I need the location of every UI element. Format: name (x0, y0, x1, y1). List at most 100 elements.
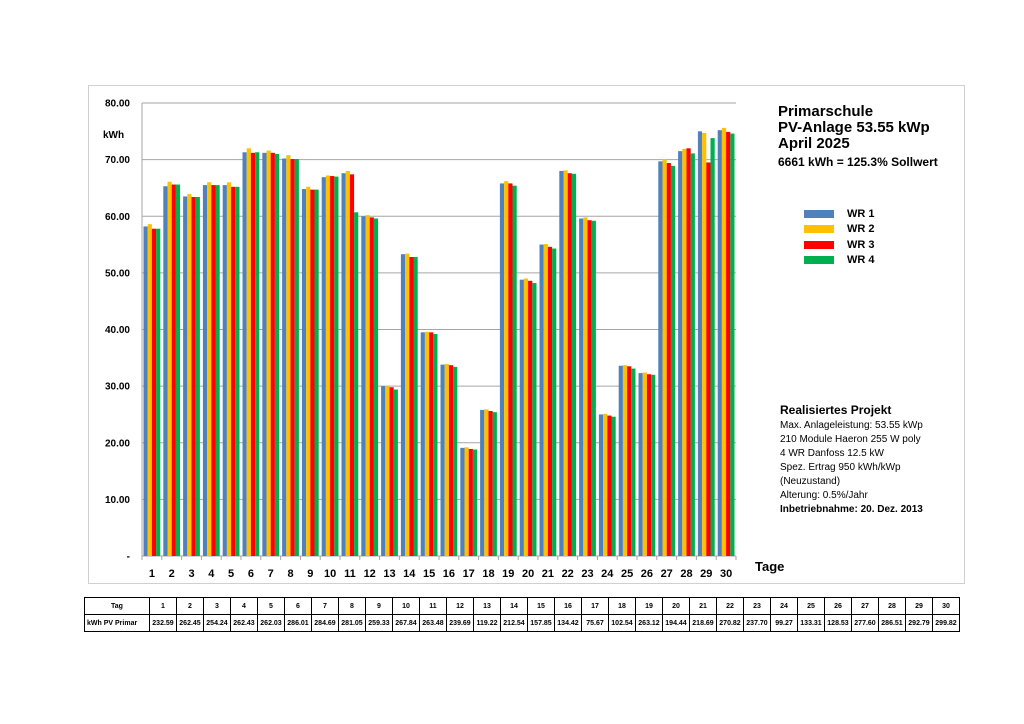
table-cell-kwh: 286.01 (284, 614, 312, 632)
bar-wr3-day-21 (547, 246, 553, 556)
table-cell-day: 25 (797, 597, 825, 615)
y-tick-label: 80.00 (105, 99, 130, 110)
bar-wr3-day-30 (726, 131, 731, 556)
legend-item-wr2: WR 2 (804, 222, 875, 238)
table-cell-day: 18 (608, 597, 636, 615)
legend-item-wr3: WR 3 (804, 237, 875, 253)
bar-wr3-day-28 (686, 148, 691, 557)
table-cell-day: 2 (176, 597, 204, 615)
x-tick-label: 12 (364, 568, 376, 580)
bar-wr2-day-18 (484, 409, 489, 556)
x-tick-label: 21 (542, 568, 554, 580)
bar-wr1-day-21 (539, 244, 544, 556)
table-cell-kwh: 239.69 (446, 614, 474, 632)
table-cell-kwh: 119.22 (473, 614, 501, 632)
bar-wr3-day-13 (389, 387, 394, 556)
bar-wr3-day-9 (310, 189, 315, 557)
bar-wr3-day-1 (151, 228, 157, 556)
table-cell-kwh: 128.53 (824, 614, 852, 632)
bar-wr4-day-15 (433, 334, 438, 556)
bar-wr4-day-28 (690, 153, 695, 557)
legend-swatch-wr1 (804, 209, 834, 218)
table-row-values: kWh PV Primar 232.59 262.45 254.24 262.43 26… (84, 614, 960, 632)
x-tick-label: 14 (403, 568, 416, 580)
table-cell-kwh: 212.54 (500, 614, 528, 632)
bar-wr1-day-16 (440, 364, 445, 556)
bar-wr2-day-12 (365, 215, 370, 556)
project-line-power: Max. Anlageleistung: 53.55 kWp (780, 420, 923, 431)
table-cell-kwh: 286.51 (878, 614, 906, 632)
legend-label-wr4: WR 4 (847, 254, 875, 267)
project-heading: Realisiertes Projekt (780, 403, 892, 417)
table-cell-day: 8 (338, 597, 366, 615)
table-cell-kwh: 194.44 (662, 614, 690, 632)
bar-wr4-day-21 (552, 248, 557, 556)
bar-wr3-day-25 (627, 366, 632, 556)
y-tick-label: - (127, 552, 130, 563)
x-tick-label: 23 (581, 568, 593, 580)
table-cell-day: 24 (770, 597, 798, 615)
table-cell-day: 23 (743, 597, 771, 615)
y-tick-labels: - 10.00 20.00 30.00 40.00 50.00 60.00 70.00 80.0… (105, 99, 130, 563)
bar-wr4-day-16 (453, 366, 458, 556)
bar-wr1-day-30 (717, 130, 722, 556)
bar-wr1-day-23 (579, 218, 584, 556)
table-cell-kwh: 232.59 (149, 614, 177, 632)
bar-wr3-day-17 (468, 448, 473, 556)
bar-wr2-day-10 (325, 175, 331, 557)
table-cell-kwh: 277.60 (851, 614, 879, 632)
bar-wr3-day-7 (270, 152, 275, 556)
bar-wr4-day-10 (334, 176, 339, 557)
bar-wr3-day-22 (567, 173, 572, 556)
table-cell-kwh: 102.54 (608, 614, 636, 632)
bar-wr1-day-28 (678, 151, 683, 556)
x-tick-label: 24 (601, 568, 614, 580)
bar-wr4-day-24 (611, 416, 616, 556)
legend-item-wr4: WR 4 (804, 253, 875, 269)
bar-wr1-day-13 (381, 386, 386, 556)
bar-wr1-day-8 (282, 158, 287, 556)
bar-wr2-day-5 (226, 182, 232, 556)
x-tick-label: 26 (641, 568, 653, 580)
bar-wr4-day-7 (274, 153, 280, 556)
table-cell-kwh: 99.27 (770, 614, 798, 632)
bar-wr2-day-1 (147, 224, 152, 557)
bar-wr2-day-29 (702, 133, 707, 557)
table-cell-day: 10 (392, 597, 420, 615)
bar-wr3-day-20 (528, 280, 533, 556)
bar-wr1-day-4 (202, 185, 208, 556)
project-line-condition: (Neuzustand) (780, 476, 841, 487)
table-cell-day: 9 (365, 597, 393, 615)
table-cell-day: 6 (284, 597, 312, 615)
legend-label-wr2: WR 2 (847, 223, 875, 236)
x-tick-label: 8 (287, 568, 293, 580)
legend: WR 1 WR 2 WR 3 WR 4 (804, 206, 875, 268)
bar-wr1-day-20 (519, 279, 524, 556)
project-line-yield: Spez. Ertrag 950 kWh/kWp (780, 462, 901, 473)
y-tick-label: 60.00 (105, 212, 130, 223)
bar-wr3-day-15 (429, 332, 434, 556)
bar-wr2-day-22 (563, 170, 568, 557)
bar-wr2-day-8 (286, 155, 291, 556)
x-tick-label: 19 (502, 568, 514, 580)
bar-wr3-day-8 (290, 159, 295, 556)
table-cell-kwh: 133.31 (797, 614, 825, 632)
chart-title: Primarschule (778, 103, 874, 120)
table-cell-day: 16 (554, 597, 582, 615)
table-cell-day: 30 (932, 597, 960, 615)
bar-wr1-day-2 (163, 186, 168, 556)
x-tick-label: 2 (169, 568, 175, 580)
bar-wr4-day-1 (156, 228, 161, 556)
bar-wr3-day-3 (191, 196, 196, 556)
y-tick-label: 70.00 (105, 155, 130, 166)
bar-wr1-day-9 (301, 189, 307, 556)
bar-wr1-day-17 (460, 447, 465, 556)
bars (143, 127, 735, 557)
bar-wr2-day-14 (405, 253, 410, 556)
table-cell-day: 22 (716, 597, 744, 615)
bar-wr4-day-3 (195, 196, 200, 556)
bar-wr1-day-22 (559, 170, 564, 556)
table-row-days: Tag 1 2 3 4 5 6 7 8 9 10 11 12 13 14 15 16 17 18 19 20 21 22 2… (84, 597, 960, 615)
bar-wr4-day-18 (492, 412, 497, 556)
table-cell-kwh: 292.79 (905, 614, 933, 632)
